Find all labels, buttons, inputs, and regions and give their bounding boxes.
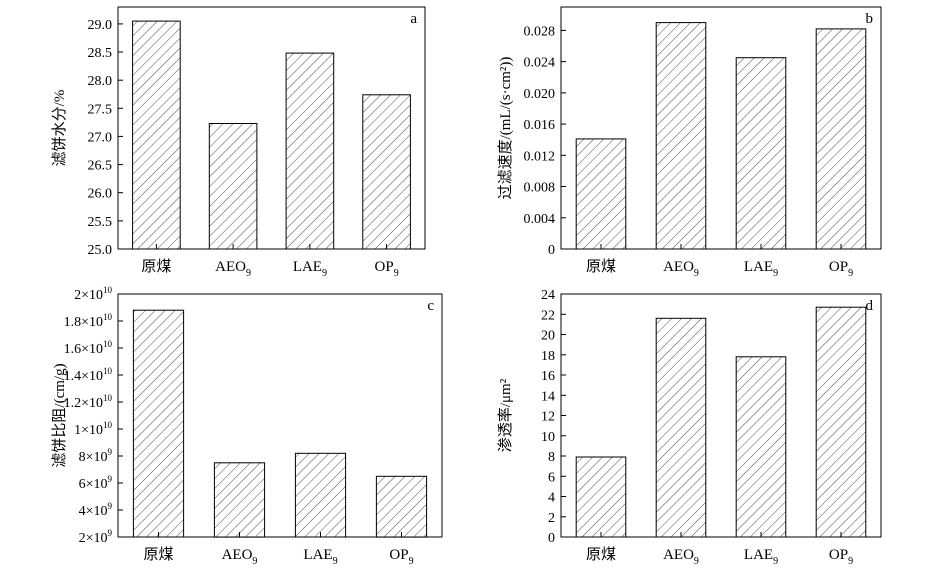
y-tick-label: 2 xyxy=(548,511,555,526)
panel-label: a xyxy=(410,11,417,27)
y-tick-label: 1.6×1010 xyxy=(64,339,113,357)
x-category-label: 原煤 xyxy=(141,258,171,275)
x-category-label: AEO9 xyxy=(222,547,258,567)
x-category-label: 原煤 xyxy=(586,258,616,275)
y-tick-label: 2×109 xyxy=(79,528,113,546)
bar-c-2 xyxy=(213,462,266,538)
bar-b-1 xyxy=(575,138,627,250)
y-tick-label: 8 xyxy=(548,450,555,465)
x-category-label: AEO9 xyxy=(215,259,251,279)
y-tick-label: 0.004 xyxy=(524,212,556,227)
panel-label: b xyxy=(866,11,874,27)
y-tick-label: 27.0 xyxy=(88,130,113,145)
chart-panel-c: 2×109 4×109 6×109 8×109 1×1010 1.2×1010 1.4×10… xyxy=(51,285,443,567)
y-tick-label: 0.008 xyxy=(524,181,556,196)
bar-d-1 xyxy=(575,456,627,538)
bar-b-3 xyxy=(735,57,787,250)
y-tick-label: 18 xyxy=(541,349,555,364)
bar-d-4 xyxy=(815,306,867,538)
y-tick-label: 26.5 xyxy=(88,159,113,174)
bar-a-1 xyxy=(132,20,181,250)
bar-c-1 xyxy=(132,309,185,538)
panel-label: d xyxy=(866,298,874,314)
y-tick-label: 26.0 xyxy=(88,187,113,202)
y-tick-label: 25.0 xyxy=(88,243,113,258)
y-tick-label: 1.4×1010 xyxy=(64,366,113,384)
panel-label: c xyxy=(427,298,434,314)
y-tick-label: 1×1010 xyxy=(74,420,112,438)
y-tick-label: 0.012 xyxy=(524,149,556,164)
y-tick-label: 29.0 xyxy=(88,18,113,33)
y-tick-label: 0.028 xyxy=(524,24,556,39)
y-tick-label: 1.2×1010 xyxy=(64,393,113,411)
plot-frame xyxy=(117,6,426,250)
bar-d-3 xyxy=(735,356,787,538)
y-tick-label: 8×109 xyxy=(79,447,113,465)
y-tick-label: 27.5 xyxy=(88,102,113,117)
y-axis-label: 过滤速度/(mL/(s·cm²)) xyxy=(497,57,514,200)
y-tick-label: 10 xyxy=(541,430,555,445)
y-axis-label: 渗透率/μm² xyxy=(497,378,514,452)
plot-frame xyxy=(117,293,443,538)
chart-panel-b: 0 0.004 0.008 0.012 0.016 0.020 0.024 0.028 原煤 AE… xyxy=(497,6,882,279)
x-category-label: AEO9 xyxy=(663,259,699,279)
bar-c-3 xyxy=(294,452,347,538)
bar-b-2 xyxy=(655,22,707,250)
bar-b-4 xyxy=(815,28,867,250)
y-tick-label: 4×109 xyxy=(79,501,113,519)
x-category-label: LAE9 xyxy=(303,547,337,567)
y-tick-label: 0 xyxy=(548,531,555,546)
y-tick-label: 4 xyxy=(548,491,555,506)
y-tick-label: 20 xyxy=(541,329,555,344)
y-tick-label: 14 xyxy=(541,389,555,404)
x-category-label: LAE9 xyxy=(744,259,778,279)
bar-c-4 xyxy=(375,475,428,538)
x-category-label: OP9 xyxy=(829,547,853,567)
y-tick-label: 28.0 xyxy=(88,74,113,89)
bar-d-2 xyxy=(655,317,707,538)
x-category-label: LAE9 xyxy=(293,259,327,279)
x-category-label: 原煤 xyxy=(586,546,616,563)
y-tick-label: 22 xyxy=(541,308,555,323)
y-tick-label: 0.020 xyxy=(524,87,556,102)
y-tick-label: 6 xyxy=(548,470,555,485)
plot-frame xyxy=(560,6,882,250)
x-category-label: OP9 xyxy=(829,259,853,279)
y-tick-label: 25.5 xyxy=(88,215,113,230)
x-category-label: OP9 xyxy=(389,547,413,567)
x-category-label: OP9 xyxy=(375,259,399,279)
chart-panel-a: 25.0 25.5 26.0 26.5 27.0 27.5 28.0 28.5 29.0 原煤 AE… xyxy=(51,6,426,279)
bar-a-4 xyxy=(362,94,411,250)
x-category-label: 原煤 xyxy=(143,546,173,563)
y-tick-label: 2×1010 xyxy=(74,285,112,303)
y-axis-label: 滤饼水分/% xyxy=(51,90,68,167)
y-tick-label: 1.8×1010 xyxy=(64,312,113,330)
y-tick-label: 0.024 xyxy=(524,56,556,71)
y-tick-label: 12 xyxy=(541,410,555,425)
y-tick-label: 16 xyxy=(541,369,555,384)
y-tick-label: 6×109 xyxy=(79,474,113,492)
y-tick-label: 0 xyxy=(548,243,555,258)
x-category-label: AEO9 xyxy=(663,547,699,567)
y-tick-label: 0.016 xyxy=(524,118,556,133)
x-category-label: LAE9 xyxy=(744,547,778,567)
y-tick-label: 24 xyxy=(541,288,555,303)
bar-a-2 xyxy=(208,123,258,250)
y-tick-label: 28.5 xyxy=(88,46,113,61)
y-axis-label: 滤饼比阻/(cm/g) xyxy=(51,363,68,467)
bar-a-3 xyxy=(285,52,335,250)
